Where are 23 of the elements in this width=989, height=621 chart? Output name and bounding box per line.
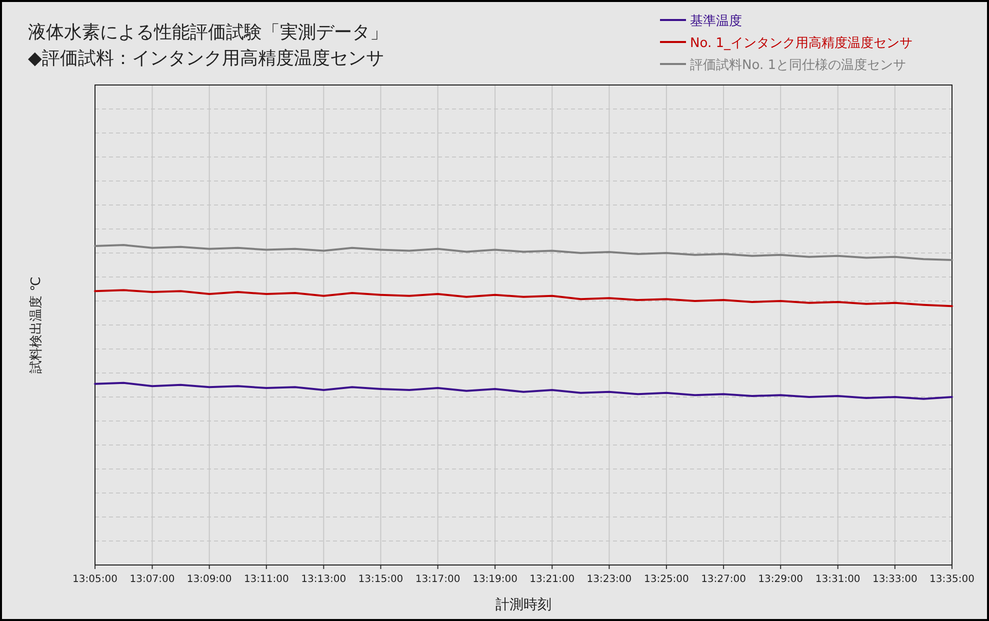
- chart-title: 液体水素による性能評価試験「実測データ」: [28, 22, 388, 43]
- y-axis-title: 試料検出温度 ℃: [28, 276, 44, 374]
- x-tick-label: 13:31:00: [815, 574, 860, 585]
- legend-label: No. 1_インタンク用高精度温度センサ: [690, 35, 912, 51]
- x-tick-label: 13:25:00: [644, 574, 689, 585]
- x-tick-label: 13:23:00: [586, 574, 632, 585]
- chart-subtitle: ◆評価試料：インタンク用高精度温度センサ: [28, 48, 384, 69]
- x-tick-label: 13:17:00: [415, 574, 460, 585]
- x-tick-label: 13:11:00: [244, 574, 289, 585]
- x-tick-label: 13:15:00: [358, 574, 404, 585]
- x-tick-label: 13:07:00: [130, 574, 175, 585]
- x-tick-label: 13:21:00: [530, 574, 575, 585]
- x-axis-title: 計測時刻: [496, 597, 552, 613]
- x-tick-label: 13:27:00: [701, 574, 746, 585]
- x-tick-label: 13:05:00: [72, 574, 118, 585]
- x-tick-label: 13:33:00: [872, 574, 918, 585]
- x-tick-label: 13:13:00: [301, 574, 346, 585]
- legend-label: 基準温度: [690, 13, 742, 29]
- legend-label: 評価試料No. 1と同仕様の温度センサ: [690, 57, 906, 73]
- x-tick-label: 13:35:00: [930, 574, 974, 585]
- x-tick-label: 13:29:00: [758, 574, 804, 585]
- x-tick-label: 13:09:00: [186, 574, 232, 585]
- x-tick-label: 13:19:00: [472, 574, 518, 585]
